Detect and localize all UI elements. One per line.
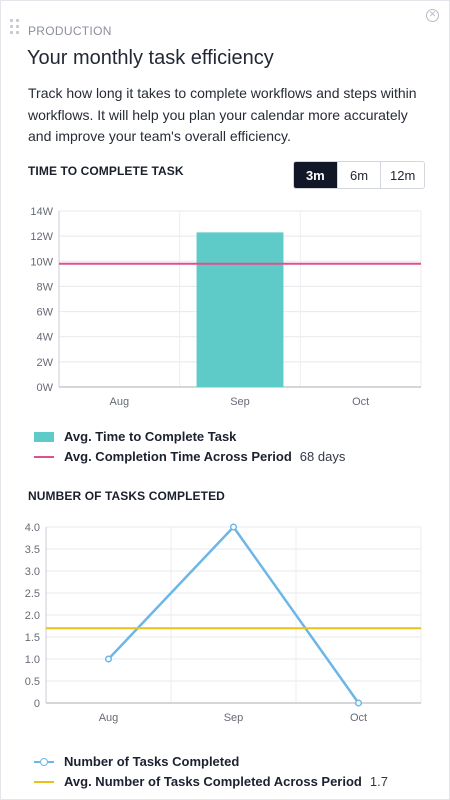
y-tick-label: 1.0 (25, 654, 40, 666)
x-tick-label: Sep (230, 396, 250, 408)
legend-line-swatch (34, 455, 54, 458)
y-tick-label: 0.5 (25, 676, 40, 688)
legend-dotline-swatch (34, 757, 54, 767)
y-tick-label: 6W (37, 307, 54, 319)
legend-label: Avg. Number of Tasks Completed Across Pe… (64, 774, 362, 789)
y-tick-label: 12W (30, 231, 53, 243)
legend-avg-tasks: Avg. Number of Tasks Completed Across Pe… (34, 774, 388, 789)
y-tick-label: 14W (30, 206, 53, 218)
legend-label: Avg. Time to Complete Task (64, 429, 237, 444)
legend-label: Number of Tasks Completed (64, 754, 240, 769)
y-tick-label: 0 (34, 698, 40, 710)
x-tick-label: Aug (110, 396, 130, 408)
legend-tasks-completed: Number of Tasks Completed (34, 754, 239, 769)
bar (196, 232, 284, 387)
y-tick-label: 0W (37, 382, 54, 394)
drag-handle-icon[interactable] (10, 19, 20, 35)
y-tick-label: 8W (37, 281, 54, 293)
page-title: Your monthly task efficiency (27, 47, 274, 69)
legend-label: Avg. Completion Time Across Period (64, 449, 292, 464)
x-tick-label: Oct (352, 396, 369, 408)
legend-value: 1.7 (369, 774, 388, 789)
y-tick-label: 1.5 (25, 632, 40, 644)
description: Track how long it takes to complete work… (28, 85, 417, 144)
legend-value: 68 days (299, 449, 346, 464)
range-toggle: 3m 6m 12m (293, 161, 425, 189)
x-tick-label: Oct (350, 712, 367, 724)
time-chart-title: TIME TO COMPLETE TASK (28, 164, 184, 178)
data-point (229, 523, 238, 531)
legend-avg-completion: Avg. Completion Time Across Period 68 da… (34, 449, 345, 464)
x-tick-label: Aug (99, 712, 119, 724)
y-tick-label: 10W (30, 256, 53, 268)
legend-bar-swatch (34, 431, 54, 442)
x-tick-label: Sep (224, 712, 244, 724)
y-tick-label: 2.0 (25, 610, 40, 622)
y-tick-label: 2.5 (25, 588, 40, 600)
section-kicker: PRODUCTION (28, 24, 112, 38)
tasks-completed-chart: 0 0.5 1.0 1.5 2.0 2.5 3.0 3.5 4.0 Aug Sep Oct (25, 522, 422, 724)
time-to-complete-chart: 0W 2W 4W 6W 8W 10W 12W 14W Aug Sep Oct (30, 206, 422, 408)
y-tick-label: 3.0 (25, 566, 40, 578)
range-12m-button[interactable]: 12m (380, 162, 424, 188)
y-tick-label: 3.5 (25, 544, 40, 556)
y-tick-label: 4W (37, 332, 54, 344)
data-point (354, 699, 363, 707)
range-3m-button[interactable]: 3m (294, 162, 337, 188)
close-icon[interactable]: ✕ (426, 9, 439, 22)
legend-avg-time: Avg. Time to Complete Task (34, 429, 236, 444)
data-point (104, 655, 113, 663)
legend-line-swatch (34, 780, 54, 783)
y-tick-label: 4.0 (25, 522, 40, 534)
range-6m-button[interactable]: 6m (336, 162, 381, 188)
tasks-chart-title: NUMBER OF TASKS COMPLETED (28, 489, 225, 503)
y-tick-label: 2W (37, 357, 54, 369)
